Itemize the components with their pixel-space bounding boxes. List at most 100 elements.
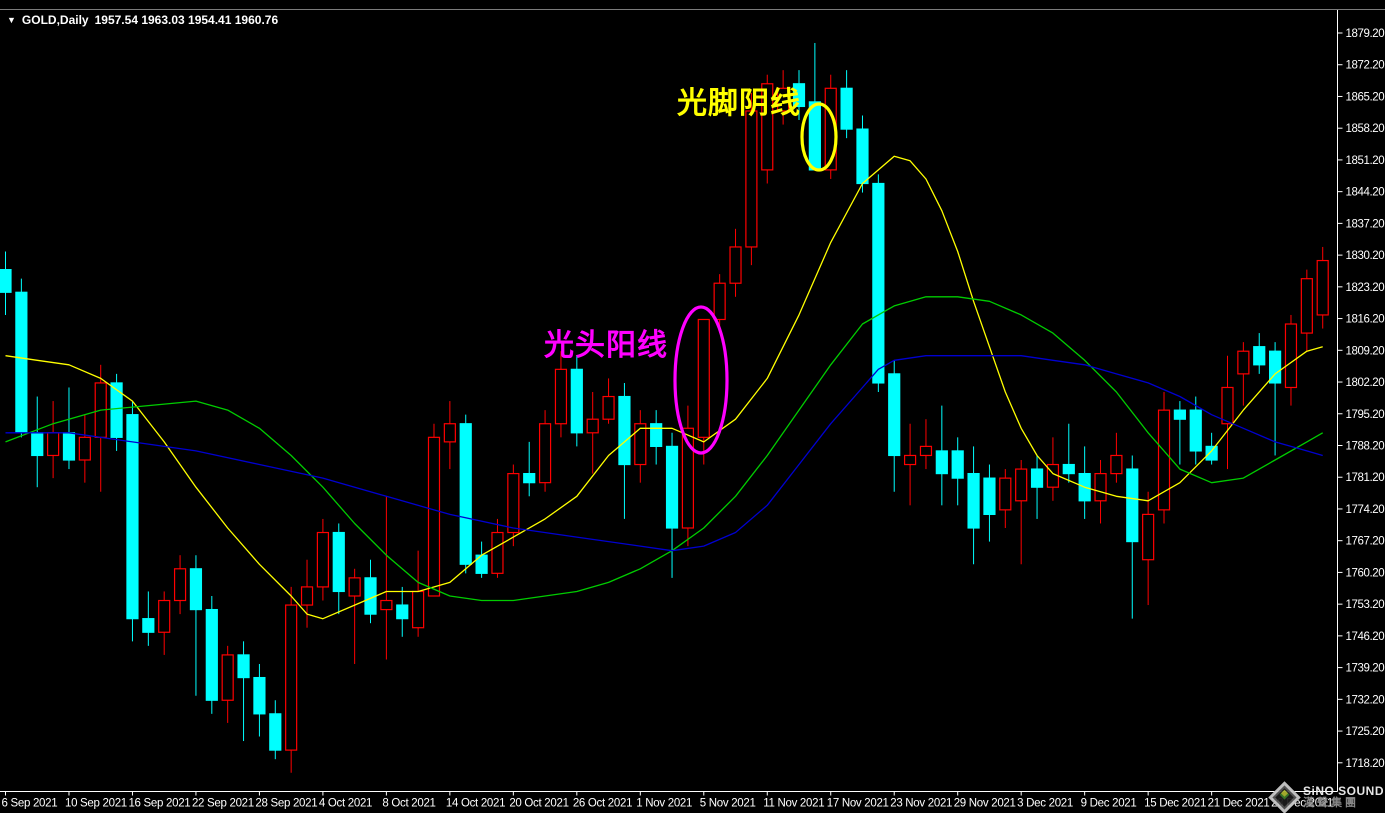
candle-bearish <box>665 445 679 529</box>
candle-bullish <box>427 436 441 597</box>
candle-bullish <box>300 586 314 606</box>
date-axis-label: 20 Oct 2021 <box>509 798 568 810</box>
price-axis-label: 1858.20 <box>1346 123 1385 135</box>
price-axis-label: 1837.20 <box>1346 218 1385 230</box>
candle-bearish <box>332 531 345 593</box>
ma-fast-yellow-line <box>5 155 1323 620</box>
watermark-brand-name: SiNO SOUND <box>1302 784 1384 798</box>
date-axis-label: 29 Nov 2021 <box>954 798 1016 810</box>
price-axis-label: 1774.20 <box>1346 504 1385 516</box>
broker-watermark: SiNO SOUND 漢聲集團 <box>1268 780 1384 813</box>
date-axis-label: 1 Nov 2021 <box>636 798 692 810</box>
price-axis-label: 1879.20 <box>1346 28 1385 40</box>
symbol-label: GOLD,Daily <box>21 13 89 27</box>
price-axis-label: 1746.20 <box>1346 631 1385 643</box>
candle-bullish <box>507 472 520 534</box>
price-axis-label: 1788.20 <box>1346 440 1385 452</box>
annotation-ellipse-1 <box>673 305 729 455</box>
candle-bullish <box>903 454 917 466</box>
candle-bullish <box>443 423 456 443</box>
date-axis-label: 9 Dec 2021 <box>1081 798 1137 810</box>
candle-bullish <box>1110 454 1123 475</box>
candle-bullish <box>1237 350 1250 375</box>
candle-bearish <box>1268 350 1282 384</box>
candle-bullish <box>158 599 171 633</box>
candle-bullish <box>316 531 329 588</box>
date-axis-label: 23 Nov 2021 <box>890 798 952 810</box>
candle-bullish <box>1094 472 1107 502</box>
candle-bearish <box>396 604 409 620</box>
candle-bearish <box>935 450 948 475</box>
candle-bullish <box>919 445 933 457</box>
candle-bearish <box>1126 468 1139 543</box>
candle-bullish <box>586 418 599 434</box>
price-axis-label: 1830.20 <box>1346 250 1385 262</box>
candle-bullish <box>380 599 393 611</box>
candle-bearish <box>856 128 869 185</box>
annotation-bullish-marubozu-label: 光头阳线 <box>544 329 668 362</box>
candle-bullish <box>1284 323 1298 389</box>
candle-bearish <box>253 676 266 715</box>
candle-bearish <box>523 472 536 484</box>
candle-bullish <box>1142 513 1155 561</box>
candle-bearish <box>110 382 123 438</box>
price-axis-label: 1802.20 <box>1346 377 1385 389</box>
date-axis-label: 16 Sep 2021 <box>128 798 190 810</box>
candle-bullish <box>999 477 1012 511</box>
candle-bullish <box>173 568 187 602</box>
price-axis-label: 1781.20 <box>1346 472 1385 484</box>
brand-diamond-icon <box>1268 780 1301 813</box>
candle-bearish <box>1253 346 1266 366</box>
candle-bearish <box>459 423 472 565</box>
annotation-ellipse-0 <box>800 102 838 172</box>
date-axis-label: 6 Sep 2021 <box>2 798 58 810</box>
candle-bearish <box>0 269 12 293</box>
price-axis-label: 1760.20 <box>1346 567 1385 579</box>
date-axis-label: 3 Dec 2021 <box>1017 798 1073 810</box>
candle-bearish <box>1173 409 1186 420</box>
candle-bearish <box>967 472 980 529</box>
price-axis-label: 1816.20 <box>1346 314 1385 326</box>
candle-bullish <box>1015 468 1028 502</box>
symbol-dropdown-icon[interactable]: ▼ <box>7 15 16 25</box>
candle-bearish <box>237 654 250 679</box>
candle-bullish <box>1300 278 1313 334</box>
candle-bearish <box>269 713 282 751</box>
price-axis-label: 1851.20 <box>1346 155 1385 167</box>
candle-bullish <box>412 590 425 629</box>
chart-title-bar: ▼ GOLD,Daily 1957.54 1963.03 1954.41 196… <box>7 13 278 27</box>
date-axis-label: 11 Nov 2021 <box>763 798 824 810</box>
annotation-bearish-marubozu-label: 光脚阴线 <box>677 87 801 120</box>
price-axis-label: 1865.20 <box>1346 91 1385 103</box>
date-axis-label: 15 Dec 2021 <box>1144 798 1206 810</box>
price-axis-label: 1872.20 <box>1346 60 1385 72</box>
price-axis-label: 1809.20 <box>1346 345 1385 357</box>
quote-ohlc-values: 1957.54 1963.03 1954.41 1960.76 <box>94 13 279 27</box>
date-axis-label: 22 Sep 2021 <box>192 798 254 810</box>
candle-bearish <box>951 450 964 479</box>
candle-bearish <box>1062 463 1075 475</box>
window-top-rule <box>0 9 1385 10</box>
price-axis-label: 1767.20 <box>1346 536 1385 548</box>
price-axis-label: 1753.20 <box>1346 599 1385 611</box>
price-axis-label: 1732.20 <box>1346 694 1385 706</box>
candle-bullish <box>538 423 552 484</box>
candle-bearish <box>189 568 203 611</box>
candle-bullish <box>1221 386 1234 425</box>
date-axis-label: 26 Oct 2021 <box>573 798 632 810</box>
watermark-brand-cjk: 漢聲集團 <box>1302 797 1359 809</box>
price-axis-label: 1795.20 <box>1346 409 1385 421</box>
date-axis-label: 10 Sep 2021 <box>65 798 127 810</box>
candle-bearish <box>15 291 28 434</box>
date-axis-label: 14 Oct 2021 <box>446 798 505 810</box>
candle-bullish <box>761 83 774 171</box>
candle-bullish <box>47 432 60 457</box>
price-axis-label: 1844.20 <box>1346 187 1385 199</box>
candle-bearish <box>840 87 853 130</box>
candle-bearish <box>618 395 631 466</box>
date-axis-label: 28 Sep 2021 <box>255 798 317 810</box>
price-axis-label: 1739.20 <box>1346 663 1385 675</box>
candle-bearish <box>1205 445 1218 461</box>
